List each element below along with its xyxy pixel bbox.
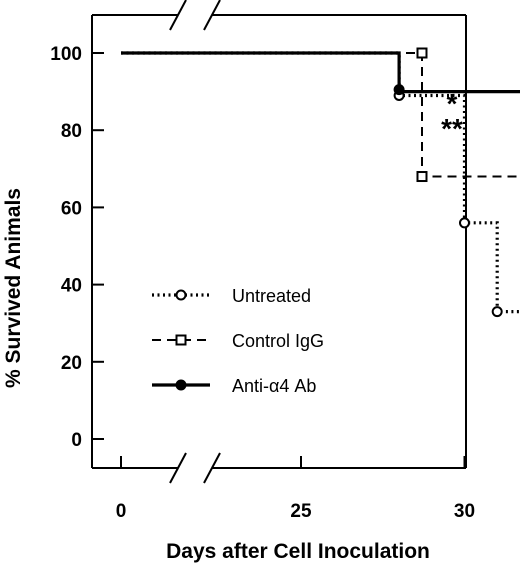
axis-break-mark-bottom-1: [169, 452, 187, 484]
axis-break-mark-top-1: [169, 0, 187, 31]
data-point-marker: [459, 217, 470, 229]
legend-item: Anti-α4 Ab: [152, 376, 316, 396]
y-tick-label: 60: [61, 198, 82, 219]
tick-labels: 0204060801000253035: [50, 44, 475, 522]
y-tick-label: 0: [71, 430, 82, 451]
axis-break-mark-bottom-2: [203, 452, 221, 484]
legend-label: Control IgG: [232, 331, 324, 351]
annotation-double-star: **: [441, 113, 463, 144]
legend-marker: [175, 334, 187, 346]
axis-break-mark-top-2: [203, 0, 221, 31]
legend-marker: [175, 289, 187, 301]
legend-item: Control IgG: [152, 331, 324, 351]
y-tick-label: 80: [61, 121, 82, 142]
series-2: [121, 51, 520, 96]
data-point-marker: [491, 306, 503, 318]
data-point-marker: [393, 84, 405, 96]
legend-marker: [175, 379, 187, 391]
series-1: [121, 47, 520, 183]
data-point-marker: [416, 47, 428, 59]
series-line: [121, 51, 520, 94]
x-axis-title: Days after Cell Inoculation: [166, 540, 430, 563]
y-tick-label: 100: [50, 44, 82, 65]
legend: Untreated Control IgG Anti-α4 Ab: [152, 286, 324, 396]
annotation-single-star: *: [447, 88, 458, 119]
series-layer: [121, 47, 520, 318]
legend-label: Anti-α4 Ab: [232, 376, 316, 396]
x-tick-label: 30: [454, 501, 475, 522]
legend-label: Untreated: [232, 286, 311, 306]
y-axis-title: % Survived Animals: [2, 188, 25, 388]
x-tick-label: 25: [290, 501, 312, 522]
y-tick-label: 20: [61, 353, 82, 374]
data-point-marker: [416, 171, 428, 183]
axes: [91, 0, 467, 484]
legend-item: Untreated: [152, 286, 311, 306]
x-tick-label: 0: [116, 501, 127, 522]
y-tick-label: 40: [61, 276, 82, 297]
